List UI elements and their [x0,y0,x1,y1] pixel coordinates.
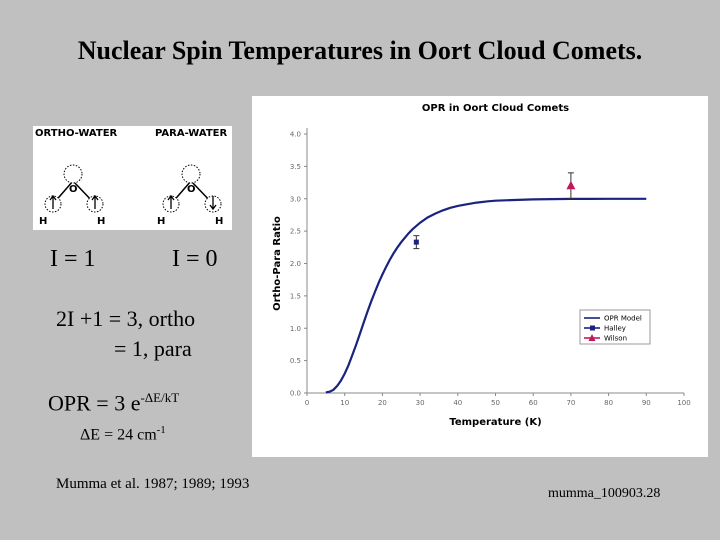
data-point-wilson [566,180,576,190]
statistics-line-ortho: 2I +1 = 3, ortho [56,306,196,331]
legend-marker-triangle [588,334,596,341]
hydrogen-label: H [215,216,224,227]
chart-title: OPR in Oort Cloud Comets [422,103,569,114]
legend-label: Wilson [604,335,627,343]
oxygen-label: O [69,184,78,195]
x-tick-label: 80 [604,399,613,407]
ortho-molecule [44,164,104,213]
spin-up-arrow-icon [91,194,99,209]
y-tick-label: 0.5 [290,357,301,365]
spin-down-arrow-icon [209,196,217,211]
opr-equation-exponent: -ΔE/kT [140,390,180,405]
hydrogen-label: H [157,216,166,227]
x-tick-label: 20 [378,399,387,407]
ortho-water-label: ORTHO-WATER [35,128,118,139]
x-axis-label: Temperature (K) [449,417,541,428]
legend-label: Halley [604,325,626,333]
citation: Mumma et al. 1987; 1989; 1993 [56,476,250,492]
y-tick-label: 3.5 [290,163,301,171]
x-tick-label: 100 [677,399,690,407]
y-tick-label: 1.0 [290,325,301,333]
y-axis-label: Ortho-Para Ratio [272,216,283,311]
x-tick-label: 40 [453,399,462,407]
para-spin-label: I = 0 [172,246,218,272]
ortho-spin-label: I = 1 [50,246,96,272]
spin-up-arrow-icon [49,194,57,209]
x-tick-label: 30 [416,399,425,407]
opr-chart: OPR in Oort Cloud Comets 0.0 0.5 1.0 1.5 2.0 2… [252,96,708,457]
legend-marker-square [590,325,595,331]
spin-up-arrow-icon [167,194,175,209]
para-water-label: PARA-WATER [155,128,228,139]
y-tick-label: 4.0 [290,131,301,139]
oxygen-label: O [187,184,196,195]
water-molecule-diagram: ORTHO-WATER PARA-WATER O O H H H H [33,126,232,230]
hydrogen-label: H [97,216,106,227]
x-tick-label: 50 [491,399,500,407]
opr-equation-base: OPR = 3 e [48,390,141,416]
y-tick-label: 3.0 [290,195,301,203]
molecule-graphic [44,164,222,213]
delta-e-exponent: -1 [156,424,166,436]
x-tick-label: 0 [305,399,309,407]
slide-title: Nuclear Spin Temperatures in Oort Cloud … [77,36,643,65]
x-tick-label: 10 [340,399,349,407]
series-line-opr-model [325,197,647,394]
opr-equation: OPR = 3 e-ΔE/kT [48,390,179,416]
delta-e-base: ΔE = 24 cm [80,426,157,444]
hydrogen-label: H [39,216,48,227]
para-molecule [162,164,222,213]
delta-e-value: ΔE = 24 cm-1 [80,424,166,444]
y-tick-label: 2.0 [290,260,301,268]
y-tick-label: 2.5 [290,228,301,236]
x-tick-label: 90 [642,399,651,407]
y-tick-label: 0.0 [290,390,301,398]
statistics-line-para: = 1, para [114,336,192,361]
opr-chart-svg: OPR in Oort Cloud Comets 0.0 0.5 1.0 1.5 2.0 2… [272,103,691,428]
legend-label: OPR Model [604,315,642,323]
data-point-halley [413,239,419,245]
slide-identifier: mumma_100903.28 [548,486,661,501]
y-tick-label: 1.5 [290,292,301,300]
x-tick-label: 70 [566,399,575,407]
x-tick-label: 60 [529,399,538,407]
